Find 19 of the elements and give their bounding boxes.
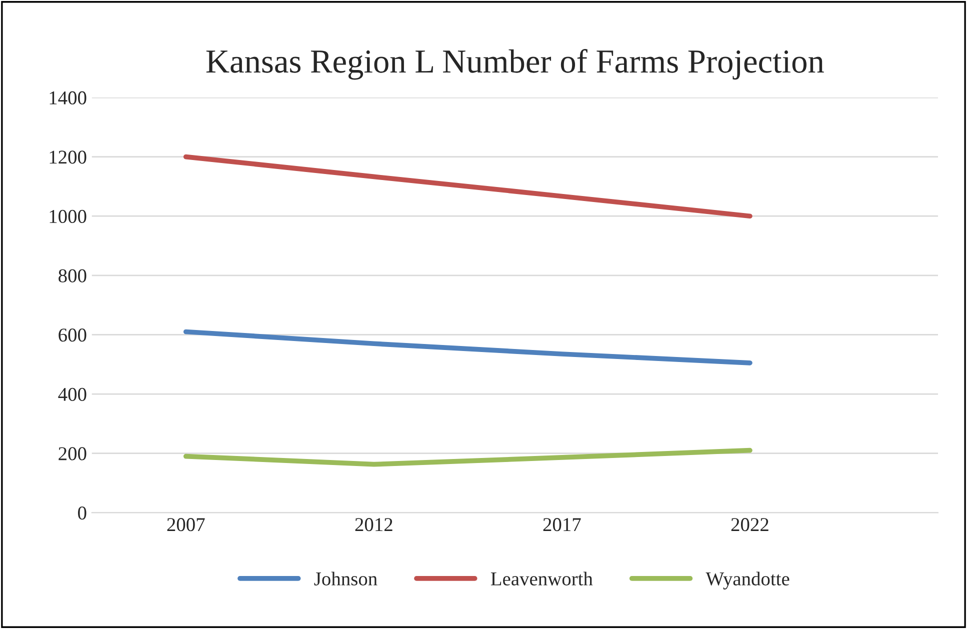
y-tick-label: 0	[78, 506, 86, 520]
chart-title: Kansas Region L Number of Farms Projection	[206, 49, 824, 80]
legend-label: Wyandotte	[706, 572, 790, 590]
x-tick-label: 2017	[543, 518, 581, 532]
y-tick-label: 1000	[50, 210, 86, 224]
y-tick-label: 1200	[50, 150, 86, 164]
y-tick-label: 200	[58, 447, 86, 460]
legend-label: Leavenworth	[490, 572, 593, 586]
y-tick-label: 800	[58, 269, 86, 282]
line-series	[183, 329, 752, 366]
x-tick-label: 2012	[355, 518, 392, 532]
legend-label: Johnson	[314, 572, 378, 586]
y-tick-label: 600	[58, 328, 86, 342]
line-series	[183, 154, 752, 219]
line-series	[183, 448, 752, 467]
x-tick-label: 2007	[167, 518, 205, 532]
x-tick-label: 2022	[731, 518, 768, 532]
y-tick-label: 1400	[50, 91, 86, 104]
y-tick-label: 400	[58, 388, 86, 401]
